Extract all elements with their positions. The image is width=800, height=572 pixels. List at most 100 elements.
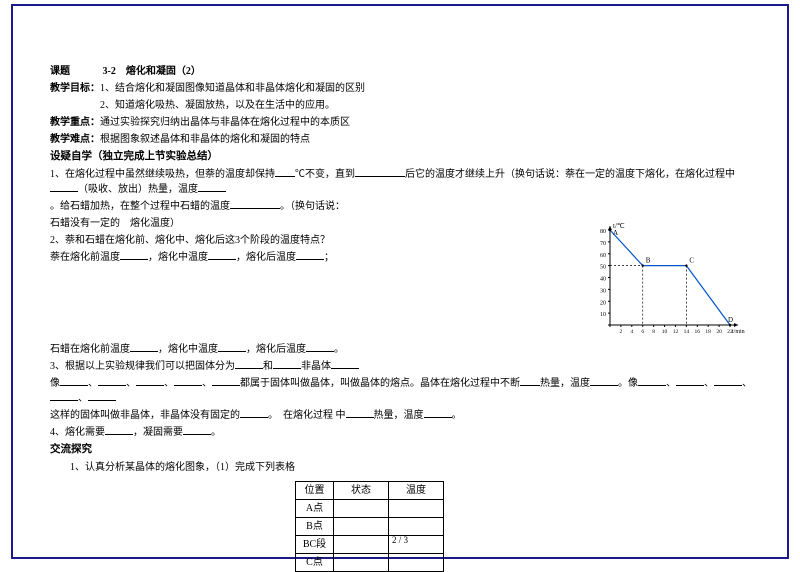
- table-row: A点: [296, 499, 444, 517]
- s1-l2b: 。（换句话说：: [280, 201, 345, 212]
- blank: [230, 199, 280, 209]
- table-row: BC段: [296, 535, 444, 553]
- s1-l8g: 热量，温度: [540, 378, 590, 389]
- s2-line1: 1、认真分析某晶体的熔化图象，（1）完成下列表格: [70, 460, 760, 475]
- blank: [331, 359, 359, 369]
- s1-l8e: 、: [202, 378, 212, 389]
- th-temp: 温度: [389, 481, 444, 499]
- blank: [424, 408, 452, 418]
- blank: [183, 425, 211, 435]
- cell: [334, 553, 389, 571]
- s1-l6d: 。: [334, 344, 344, 355]
- blank: [590, 376, 618, 386]
- s1-l8a: 像: [50, 378, 60, 389]
- s1-l7a: 3、根据以上实验规律我们可以把固体分为: [50, 361, 235, 372]
- s1-l8k: 、: [742, 378, 752, 389]
- s1-l6a: 石蜡在熔化前温度: [50, 344, 130, 355]
- svg-text:14: 14: [684, 329, 690, 335]
- svg-text:50: 50: [600, 265, 606, 271]
- blank: [676, 376, 704, 386]
- chart-svg: 1020304050607080246810121416182022t/℃t/m…: [585, 220, 745, 340]
- lesson-label: 课题: [50, 66, 70, 77]
- lesson-number: 3-2 熔化和凝固（2）: [103, 66, 201, 77]
- blank: [240, 408, 268, 418]
- goal-row-2: 2、知道熔化吸热、凝固放热，以及在生活中的应用。: [100, 98, 760, 113]
- s1-line6: 石蜡在熔化前温度，熔化中温度，熔化后温度。: [50, 342, 760, 357]
- goal-row-1: 教学目标：1、结合熔化和凝固图像知道晶体和非晶体熔化和凝固的区别: [50, 81, 760, 96]
- s1-l10b: ，凝固需要: [133, 427, 183, 438]
- focus-row: 教学重点：通过实验探究归纳出晶体与非晶体在熔化过程中的本质区: [50, 115, 760, 130]
- s1-l8j: 、: [704, 378, 714, 389]
- blank: [198, 182, 226, 192]
- table-row: C点: [296, 553, 444, 571]
- blank: [306, 342, 334, 352]
- svg-text:20: 20: [600, 300, 606, 306]
- blank: [130, 342, 158, 352]
- s1-l1a: 1、在熔化过程中虽然继续吸热，但萘的温度却保持: [50, 169, 275, 180]
- s1-l8h: 。像: [618, 378, 638, 389]
- s1-l6c: ，熔化后温度: [246, 344, 306, 355]
- blank: [50, 182, 78, 192]
- svg-text:A: A: [613, 229, 618, 237]
- table-row: B点: [296, 517, 444, 535]
- phase-chart: 1020304050607080246810121416182022t/℃t/m…: [585, 220, 745, 340]
- page-number: 2 / 3: [392, 535, 408, 545]
- th-position: 位置: [296, 481, 334, 499]
- s1-line10: 4、熔化需要，凝固需要。: [50, 425, 760, 440]
- blank: [174, 376, 202, 386]
- blank: [346, 408, 374, 418]
- lesson-title-row: 课题 3-2 熔化和凝固（2）: [50, 64, 760, 79]
- goal-label: 教学目标：: [50, 83, 100, 94]
- cell: [389, 553, 444, 571]
- cell: [334, 535, 389, 553]
- svg-text:4: 4: [630, 329, 633, 335]
- cell: BC段: [296, 535, 334, 553]
- s1-l1c: 后它的温度才继续上升（换句话说：萘在一定的温度下熔化，在熔化过程中: [405, 169, 735, 180]
- svg-text:6: 6: [641, 329, 644, 335]
- s1-l2a: 。给石蜡加热，在整个过程中石蜡的温度: [50, 201, 230, 212]
- difficulty-text: 根据图象叙述晶体和非晶体的熔化和凝固的特点: [100, 134, 310, 145]
- s1-l8f: 都属于固体叫做晶体，叫做晶体的熔点。晶体在熔化过程中不断: [240, 378, 520, 389]
- blank: [520, 376, 540, 386]
- blank: [136, 376, 164, 386]
- s1-l8d: 、: [164, 378, 174, 389]
- data-table: 位置 状态 温度 A点 B点 BC段 C点: [295, 481, 444, 572]
- blank: [60, 376, 88, 386]
- table-header-row: 位置 状态 温度: [296, 481, 444, 499]
- svg-text:30: 30: [600, 288, 606, 294]
- blank: [638, 376, 666, 386]
- s1-l9c: 热量，温度: [374, 410, 424, 421]
- s1-l5b: ，熔化中温度: [148, 252, 208, 263]
- svg-text:18: 18: [705, 329, 711, 335]
- s1-l5a: 萘在熔化前温度: [50, 252, 120, 263]
- cell: C点: [296, 553, 334, 571]
- blank: [273, 359, 301, 369]
- svg-text:10: 10: [600, 312, 606, 318]
- s1-l7c: 非晶体: [301, 361, 331, 372]
- goal-text-1: 1、结合熔化和凝固图像知道晶体和非晶体熔化和凝固的区别: [100, 83, 365, 94]
- blank: [714, 376, 742, 386]
- blank: [105, 425, 133, 435]
- s1-l7b: 和: [263, 361, 273, 372]
- cell: [334, 499, 389, 517]
- blank: [88, 391, 116, 401]
- s1-line1: 1、在熔化过程中虽然继续吸热，但萘的温度却保持 ℃不变，直到 后它的温度才继续上升（…: [50, 167, 760, 197]
- blank: [50, 391, 78, 401]
- difficulty-label: 教学难点：: [50, 134, 100, 145]
- s1-l1d: （吸收、放出）热量，温度: [78, 184, 198, 195]
- section1-title: 设疑自学（独立完成上节实验总结）: [50, 149, 760, 165]
- svg-text:2: 2: [620, 329, 623, 335]
- svg-text:60: 60: [600, 253, 606, 259]
- blank: [296, 250, 324, 260]
- blank: [355, 167, 405, 177]
- blank: [120, 250, 148, 260]
- svg-text:C: C: [689, 257, 694, 265]
- blank: [235, 359, 263, 369]
- s1-l1b: ℃不变，直到: [295, 169, 355, 180]
- svg-text:B: B: [646, 257, 651, 265]
- s1-l9a: 这样的固体叫做非晶体，非晶体没有固定的: [50, 410, 240, 421]
- focus-text: 通过实验探究归纳出晶体与非晶体在熔化过程中的本质区: [100, 117, 350, 128]
- s1-l10a: 4、熔化需要: [50, 427, 105, 438]
- svg-text:t/min: t/min: [732, 329, 745, 335]
- svg-text:12: 12: [673, 329, 679, 335]
